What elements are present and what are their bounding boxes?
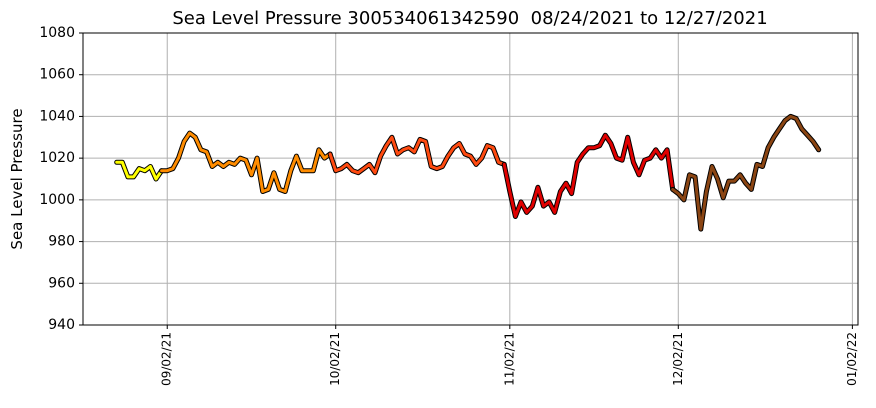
- line: [115, 160, 164, 181]
- y-tick-label: 1000: [39, 192, 75, 208]
- y-tick-label: 960: [48, 275, 75, 291]
- y-tick-label: 1020: [39, 150, 75, 166]
- y-axis-label: Sea Level Pressure: [8, 108, 26, 249]
- line-outline: [670, 113, 822, 232]
- y-tick-label: 1040: [39, 108, 75, 124]
- line: [502, 133, 675, 218]
- x-tick-label: 10/02/21: [328, 332, 342, 386]
- x-tick-label: 11/02/21: [502, 332, 516, 386]
- x-tick-label: 09/02/21: [160, 332, 174, 386]
- y-tick-label: 940: [48, 317, 75, 333]
- line: [160, 131, 332, 193]
- line: [328, 135, 506, 175]
- x-tick-label: 12/02/21: [671, 332, 685, 386]
- plot-frame: [82, 32, 859, 326]
- x-tick-label: 01/02/22: [845, 332, 859, 386]
- y-tick-label: 1060: [39, 67, 75, 83]
- y-tick-label: 1080: [39, 25, 75, 41]
- y-tick-label: 980: [48, 234, 75, 250]
- line: [671, 114, 821, 231]
- chart-title: Sea Level Pressure 300534061342590 08/24…: [172, 8, 767, 29]
